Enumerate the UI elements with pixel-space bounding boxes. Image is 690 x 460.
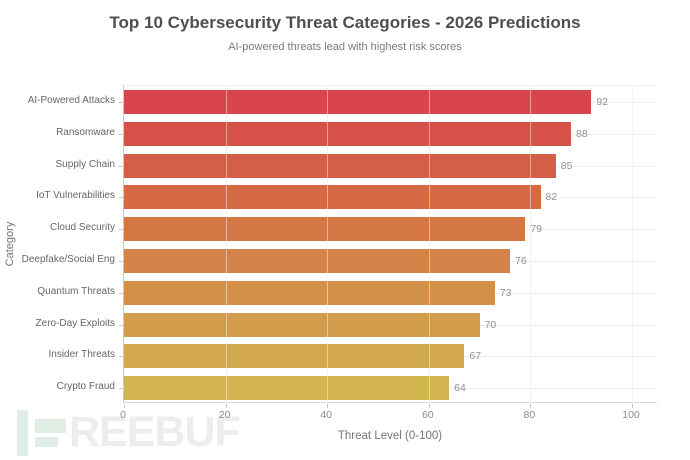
gridline-vertical (530, 86, 532, 404)
gridline-vertical-overlay (428, 86, 430, 404)
y-axis-tick (119, 260, 123, 262)
gridline-vertical (327, 86, 329, 404)
gridline-vertical (632, 86, 633, 404)
freebuf-logo-block-icon (35, 437, 58, 447)
value-label: 73 (499, 286, 512, 299)
freebuf-logo-block-icon (35, 419, 66, 433)
chart-title: Top 10 Cybersecurity Threat Categories -… (109, 13, 581, 32)
y-axis-tick (119, 356, 123, 358)
x-axis-tick (530, 404, 532, 408)
x-tick-label: 60 (421, 409, 434, 421)
y-axis-tick (119, 133, 123, 135)
bar (124, 89, 592, 114)
value-label: 70 (484, 318, 497, 331)
y-axis-tick (119, 101, 123, 103)
chart-subtitle: AI-powered threats lead with highest ris… (228, 41, 462, 53)
bar (124, 121, 572, 146)
plot-area: 92 88 85 82 79 76 73 70 67 64 (119, 85, 657, 408)
category-label: Ransomware (56, 126, 115, 138)
category-label: Crypto Fraud (56, 381, 115, 393)
value-label: 67 (469, 350, 482, 363)
x-tick-label: 100 (622, 409, 640, 421)
value-label: 88 (576, 127, 588, 140)
gridline-vertical-overlay (225, 86, 227, 404)
gridline-vertical (225, 86, 227, 404)
bar (124, 153, 556, 178)
bar (124, 344, 465, 369)
x-tick-label: 0 (120, 409, 126, 421)
bar (124, 185, 541, 210)
category-label: Deepfake/Social Eng (21, 253, 115, 265)
category-label: Supply Chain (55, 158, 115, 170)
x-tick-label: 40 (320, 409, 333, 421)
bar (124, 217, 526, 242)
y-axis-tick (119, 292, 123, 294)
category-label: Insider Threats (48, 349, 115, 361)
x-tick-label: 80 (523, 409, 536, 421)
y-axis-tick (119, 229, 123, 231)
gridline-vertical-overlay (632, 86, 633, 404)
y-axis-tick (119, 388, 123, 390)
y-axis-tick (119, 324, 123, 326)
gridline-vertical-overlay (530, 86, 532, 404)
x-axis-label: Threat Level (0-100) (337, 430, 443, 442)
category-label: IoT Vulnerabilities (36, 190, 115, 202)
x-axis-tick (327, 404, 329, 408)
x-axis-tick (225, 404, 227, 408)
value-label: 76 (515, 254, 527, 267)
category-label: AI-Powered Attacks (27, 94, 115, 106)
y-axis-tick (119, 165, 123, 167)
category-label: Cloud Security (49, 222, 115, 234)
category-label: Zero-Day Exploits (35, 317, 115, 329)
freebuf-logo-bar-icon (17, 410, 28, 456)
x-axis-tick (428, 404, 430, 408)
watermark-text: REEBUF (69, 408, 241, 456)
bar (124, 312, 480, 337)
gridline-vertical-overlay (327, 86, 329, 404)
value-label: 92 (596, 95, 609, 108)
bar (124, 376, 450, 401)
value-label: 82 (545, 191, 558, 204)
bar (124, 248, 511, 273)
value-label: 64 (454, 382, 466, 395)
y-axis-tick (119, 197, 123, 199)
category-label: Quantum Threats (37, 285, 115, 297)
bar (124, 280, 495, 305)
gridline-vertical (428, 86, 430, 404)
value-label: 79 (530, 223, 542, 236)
x-axis-tick (632, 404, 633, 408)
x-tick-label: 20 (218, 409, 231, 421)
value-label: 85 (560, 159, 573, 172)
x-axis-tick (124, 404, 125, 408)
